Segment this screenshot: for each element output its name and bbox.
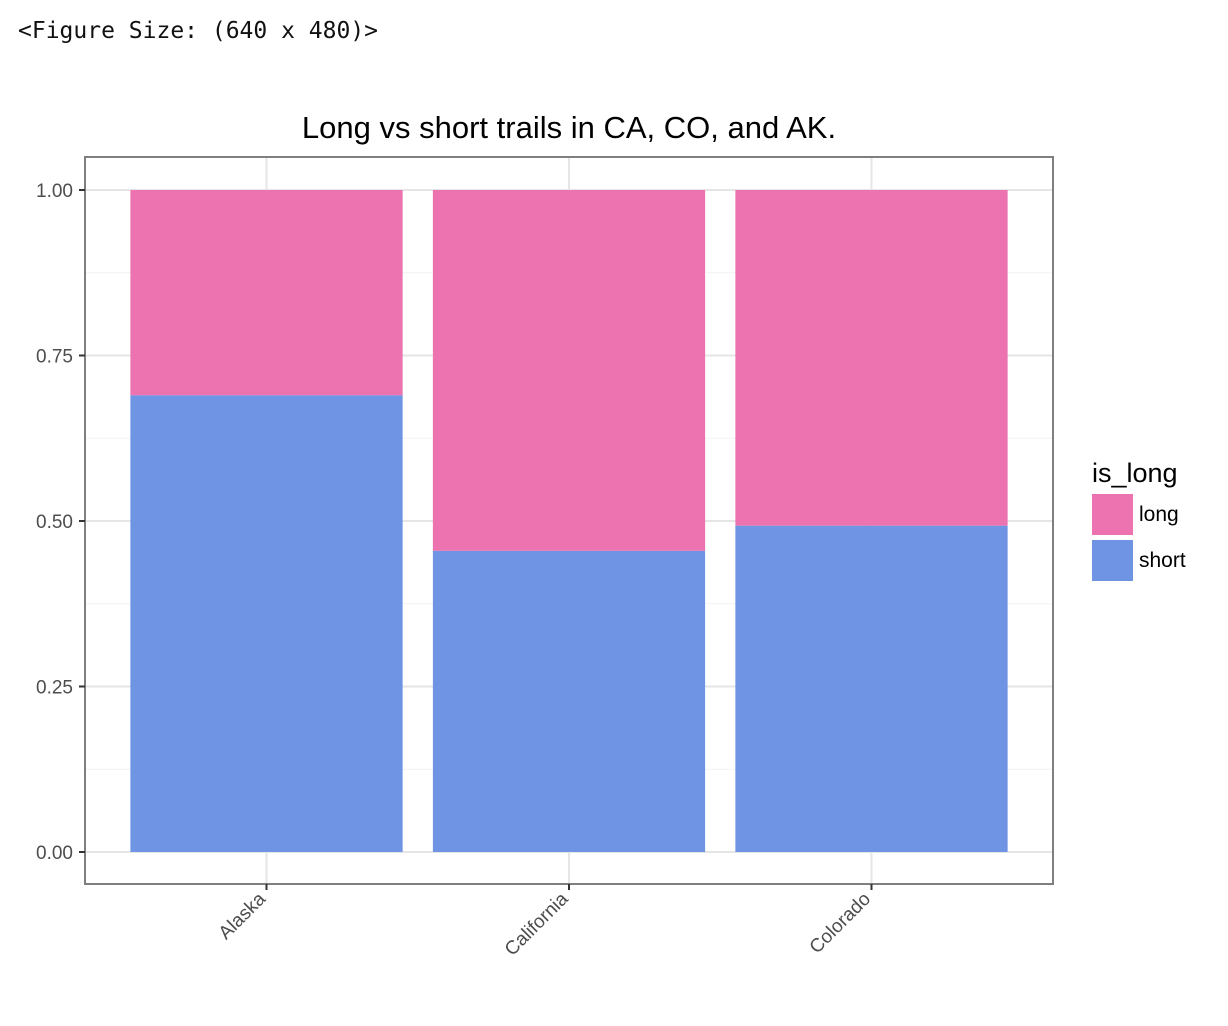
- figure-size-caption: <Figure Size: (640 x 480)>: [18, 18, 379, 44]
- legend-title: is_long: [1092, 458, 1178, 488]
- bar-short-colorado: [735, 525, 1008, 852]
- bar-long-california: [432, 190, 706, 551]
- bar-short-alaska: [130, 395, 403, 852]
- bar-long-alaska: [130, 190, 403, 396]
- x-tick-label: Colorado: [806, 889, 875, 958]
- bars: [130, 190, 1008, 852]
- legend-label-long: long: [1139, 503, 1179, 526]
- legend-key-short: [1092, 540, 1133, 581]
- y-tick-label: 0.00: [36, 843, 73, 864]
- y-tick-label: 0.50: [36, 512, 73, 533]
- y-tick-label: 0.25: [36, 678, 73, 699]
- y-tick-label: 0.75: [36, 347, 73, 368]
- bar-short-california: [432, 550, 706, 852]
- legend-label-short: short: [1139, 549, 1186, 572]
- x-tick-label: Alaska: [215, 888, 270, 943]
- y-tick-label: 1.00: [36, 181, 73, 202]
- chart-title: Long vs short trails in CA, CO, and AK.: [302, 110, 836, 145]
- legend-key-long: [1092, 494, 1133, 535]
- bar-long-colorado: [735, 190, 1008, 526]
- x-tick-label: California: [501, 888, 573, 960]
